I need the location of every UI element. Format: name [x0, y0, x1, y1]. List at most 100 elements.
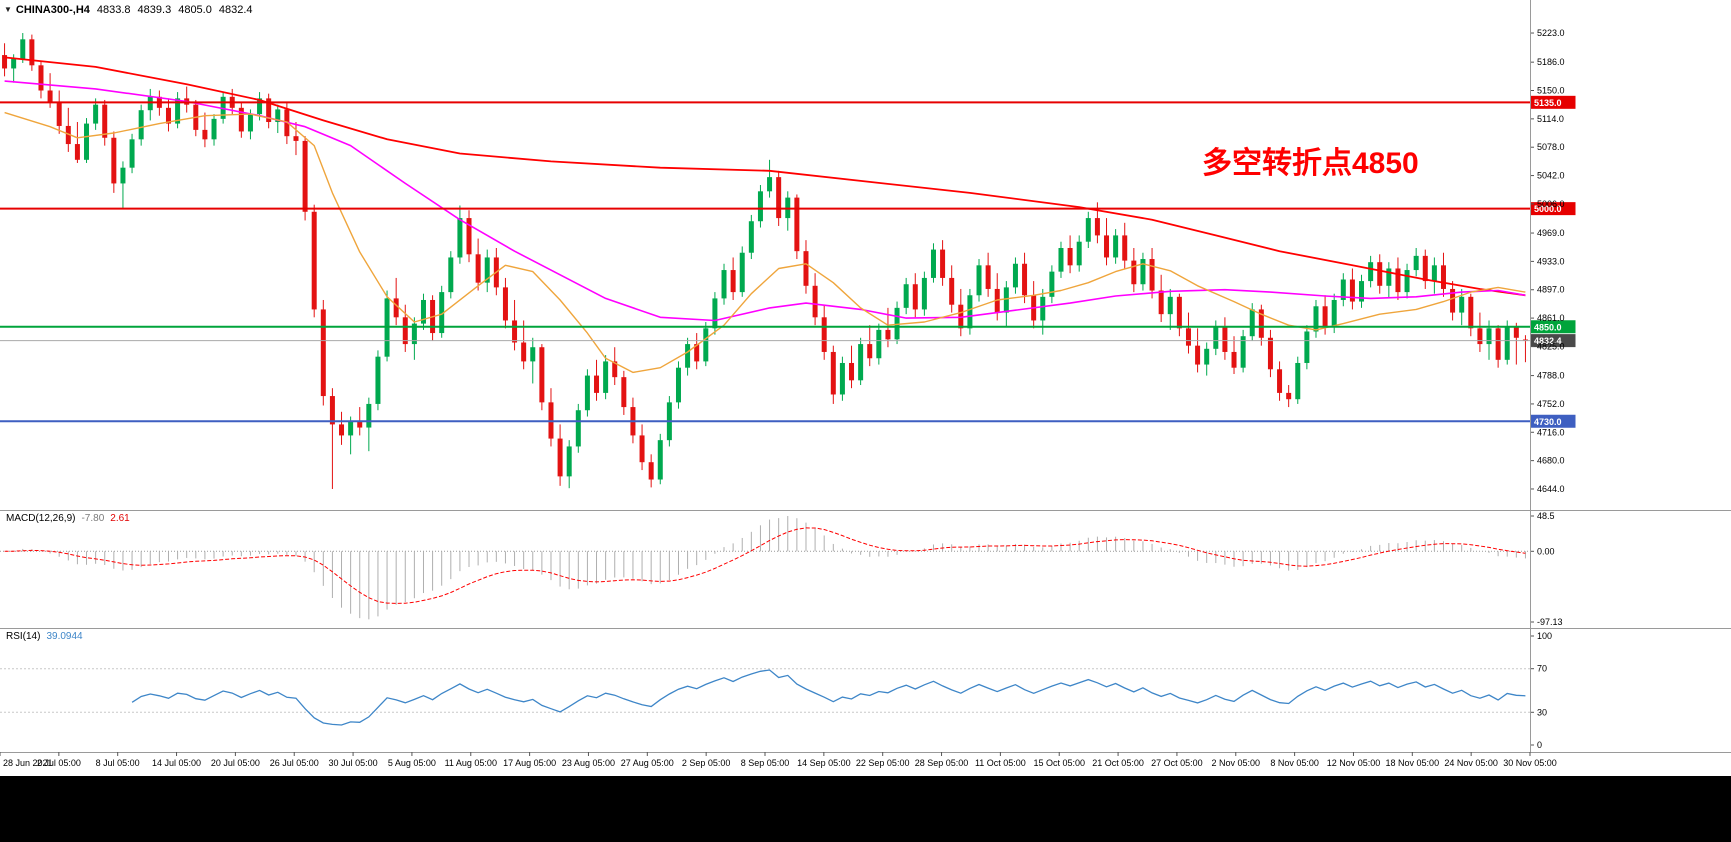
candle: [694, 333, 700, 370]
time-axis-label: 14 Jul 05:00: [152, 758, 201, 768]
candle: [439, 285, 445, 338]
candle: [1304, 325, 1310, 370]
candle: [584, 369, 590, 417]
candle: [175, 92, 181, 129]
price-axis-label: 4969.0: [1537, 228, 1565, 238]
ma-slow-line: [4, 56, 1526, 297]
rsi-axis-label: 0: [1537, 740, 1542, 750]
price-axis-label: 4716.0: [1537, 427, 1565, 437]
candle: [1122, 222, 1128, 269]
candle: [985, 252, 991, 297]
candle: [138, 104, 144, 146]
candle: [1359, 274, 1365, 308]
candle: [502, 277, 508, 329]
price-axis-label: 4680.0: [1537, 456, 1565, 466]
candle: [93, 98, 99, 130]
price-chart-canvas[interactable]: 5135.0 5000.0 4850.0 4730.0 4832.4 5223.0 5186…: [0, 0, 1731, 776]
candle: [940, 240, 946, 286]
candle: [29, 34, 35, 71]
price-axis-label: 4752.0: [1537, 399, 1565, 409]
candle: [748, 214, 754, 260]
candle: [1422, 249, 1428, 289]
candle: [539, 344, 545, 411]
candle: [657, 433, 663, 485]
candle: [74, 122, 80, 163]
candle: [430, 295, 436, 341]
candle: [329, 388, 335, 489]
candle: [1113, 229, 1119, 264]
quote-low: 4805.0: [178, 4, 212, 16]
price-axis-label: 4825.0: [1537, 341, 1565, 351]
candle: [812, 273, 818, 326]
price-badge: 5000.0: [1530, 202, 1576, 216]
candle: [466, 210, 472, 263]
candle: [38, 60, 44, 99]
candle: [548, 388, 554, 447]
svg-text:4832.4: 4832.4: [1534, 336, 1562, 346]
candle: [1295, 356, 1301, 404]
rsi-value: 39.0944: [46, 631, 83, 642]
price-axis-label: 4861.0: [1537, 313, 1565, 323]
candle: [1340, 273, 1346, 307]
svg-text:5000.0: 5000.0: [1534, 204, 1562, 214]
candle: [147, 88, 153, 121]
candle: [603, 355, 609, 400]
rsi-line: [131, 669, 1526, 726]
time-axis-label: 30 Nov 05:00: [1503, 758, 1557, 768]
candle: [1085, 211, 1091, 249]
candle: [1049, 265, 1055, 304]
candle: [475, 238, 481, 291]
time-axis-label: 2 Jul 05:00: [37, 758, 81, 768]
candle: [65, 107, 71, 152]
candle: [1104, 218, 1110, 266]
candle: [1313, 299, 1319, 338]
candle: [393, 277, 399, 326]
quote-open: 4833.8: [96, 4, 131, 16]
candle: [339, 411, 345, 445]
candle: [967, 288, 973, 335]
candle: [1040, 288, 1046, 335]
candle: [949, 265, 955, 313]
candle: [1076, 235, 1082, 272]
macd-label-text: MACD(12,26,9): [6, 513, 76, 524]
candle: [1140, 252, 1146, 291]
candle: [1286, 385, 1292, 408]
symbol-dropdown-icon[interactable]: ▼: [4, 5, 12, 14]
price-badge: 4730.0: [1530, 414, 1576, 428]
candle: [293, 122, 299, 156]
candle: [830, 345, 836, 404]
candle: [311, 204, 317, 318]
candle: [1131, 248, 1137, 293]
time-axis-label: 2 Sep 05:00: [682, 758, 731, 768]
candle: [1431, 257, 1437, 294]
time-axis-label: 11 Oct 05:00: [975, 758, 1026, 768]
svg-text:4730.0: 4730.0: [1534, 417, 1562, 427]
time-axis-label: 23 Aug 05:00: [562, 758, 615, 768]
candle: [1450, 281, 1456, 321]
candle: [1195, 328, 1201, 373]
time-axis-label: 26 Jul 05:00: [270, 758, 319, 768]
candle: [703, 322, 709, 367]
candle: [457, 205, 463, 264]
candle: [512, 299, 518, 351]
candle: [849, 345, 855, 389]
candle: [320, 299, 326, 406]
candle: [375, 350, 381, 411]
candle: [612, 347, 618, 386]
candle: [1468, 293, 1474, 337]
candle: [302, 136, 308, 221]
candle: [2, 43, 8, 77]
candle: [1031, 281, 1037, 329]
candle: [1513, 322, 1519, 365]
candle: [111, 131, 117, 193]
rsi-axis-label: 30: [1537, 707, 1547, 717]
macd-main-value: -7.80: [81, 513, 105, 524]
price-badge: 4832.4: [1530, 334, 1576, 348]
time-axis-label: 8 Jul 05:00: [96, 758, 140, 768]
time-axis-label: 8 Nov 05:00: [1270, 758, 1319, 768]
time-axis-label: 14 Sep 05:00: [797, 758, 851, 768]
time-axis-label: 15 Oct 05:00: [1033, 758, 1085, 768]
candle: [794, 194, 800, 260]
candle: [366, 397, 372, 452]
